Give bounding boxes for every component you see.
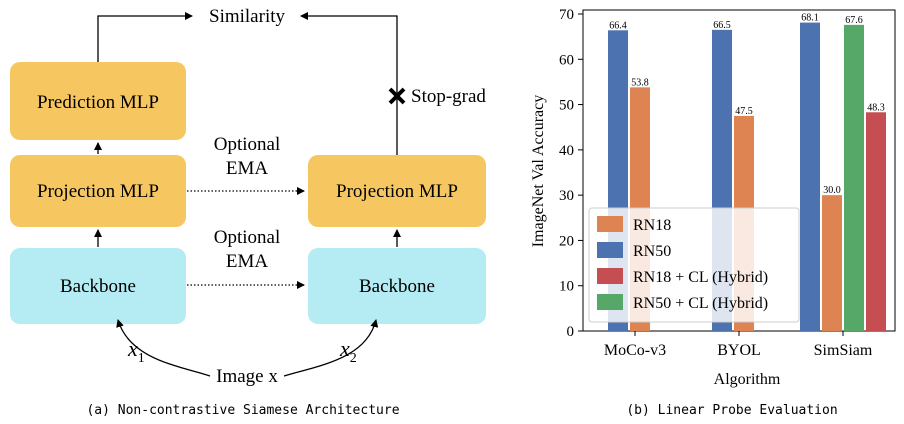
- bar-value-label: 67.6: [845, 15, 863, 26]
- legend-swatch: [597, 216, 623, 232]
- arrow-image-to-backbone-left: [116, 319, 211, 377]
- backbone-left-label: Backbone: [60, 276, 136, 297]
- y-axis: 0 10 20 30 40 50 60 70: [559, 7, 583, 340]
- architecture-diagram: Prediction MLP Projection MLP Backbone P…: [10, 6, 486, 418]
- image-x-label: Image x: [216, 366, 278, 387]
- x-tick-label: SimSiam: [814, 342, 873, 359]
- optional-ema-bottom-line2: EMA: [226, 251, 269, 272]
- stop-grad-icon: [388, 87, 406, 105]
- bar-value-label: 47.5: [735, 106, 753, 117]
- y-tick-label: 20: [559, 233, 574, 249]
- bar-value-label: 66.5: [713, 20, 731, 31]
- backbone-left-box: [10, 248, 186, 324]
- bar-value-label: 68.1: [801, 13, 819, 24]
- legend-box: [588, 207, 800, 323]
- projection-mlp-right-label: Projection MLP: [336, 181, 458, 202]
- projection-mlp-right-box: [308, 155, 486, 227]
- y-tick-label: 70: [559, 7, 574, 23]
- linear-probe-chart: 0 10 20 30 40 50 60 70 66.4 53.8 66.5 47.5 68.1 30.0…: [530, 7, 896, 418]
- backbone-right-box: [308, 248, 486, 324]
- x-axis: MoCo-v3 BYOL SimSiam: [604, 331, 873, 359]
- stop-grad-label: Stop-grad: [411, 86, 486, 107]
- bar-value-label: 30.0: [823, 185, 841, 196]
- bar-value-label: 53.8: [631, 77, 649, 88]
- x-axis-label: Algorithm: [714, 371, 781, 388]
- bar-rn18: [822, 195, 842, 331]
- legend: RN18 RN50 RN18 + CL (Hybrid) RN50 + CL (Hyb…: [588, 207, 800, 323]
- legend-swatch: [597, 268, 623, 284]
- x-tick-label: BYOL: [717, 342, 761, 359]
- legend-label: RN50: [633, 243, 671, 260]
- prediction-mlp-label: Prediction MLP: [37, 92, 159, 113]
- y-tick-label: 50: [559, 98, 574, 114]
- legend-swatch: [597, 294, 623, 310]
- x2-label: x2: [339, 336, 357, 366]
- arrow-projection-right-to-similarity: [300, 12, 398, 155]
- bar-rn18-cl-hybrid-: [866, 112, 886, 332]
- optional-ema-top-line1: Optional: [214, 134, 281, 155]
- bar-value-label: 48.3: [867, 102, 885, 113]
- y-tick-label: 0: [567, 324, 575, 340]
- bar-rn50: [800, 22, 820, 332]
- projection-mlp-left-box: [10, 155, 186, 227]
- y-tick-label: 40: [559, 143, 574, 159]
- legend-label: RN18: [633, 217, 671, 234]
- y-axis-label: ImageNet Val Accuracy: [530, 95, 547, 248]
- prediction-mlp-box: [10, 62, 186, 140]
- caption-b: (b) Linear Probe Evaluation: [626, 403, 837, 418]
- bar-rn50-cl-hybrid-: [844, 24, 864, 332]
- legend-label: RN50 + CL (Hybrid): [633, 295, 768, 312]
- caption-a: (a) Non-contrastive Siamese Architecture: [86, 403, 399, 418]
- y-tick-label: 60: [559, 52, 574, 68]
- x-tick-label: MoCo-v3: [604, 342, 666, 359]
- legend-swatch: [597, 242, 623, 258]
- backbone-right-label: Backbone: [359, 276, 435, 297]
- y-tick-label: 10: [559, 279, 574, 295]
- similarity-label: Similarity: [209, 6, 286, 27]
- bar-value-label: 66.4: [609, 20, 627, 31]
- projection-mlp-left-label: Projection MLP: [37, 181, 159, 202]
- arrow-image-to-backbone-right: [283, 319, 379, 377]
- x1-label: x1: [127, 336, 145, 366]
- optional-ema-bottom-line1: Optional: [214, 227, 281, 248]
- y-tick-label: 30: [559, 188, 574, 204]
- optional-ema-top-line2: EMA: [226, 158, 269, 179]
- legend-label: RN18 + CL (Hybrid): [633, 269, 768, 286]
- arrow-prediction-to-similarity: [97, 12, 193, 62]
